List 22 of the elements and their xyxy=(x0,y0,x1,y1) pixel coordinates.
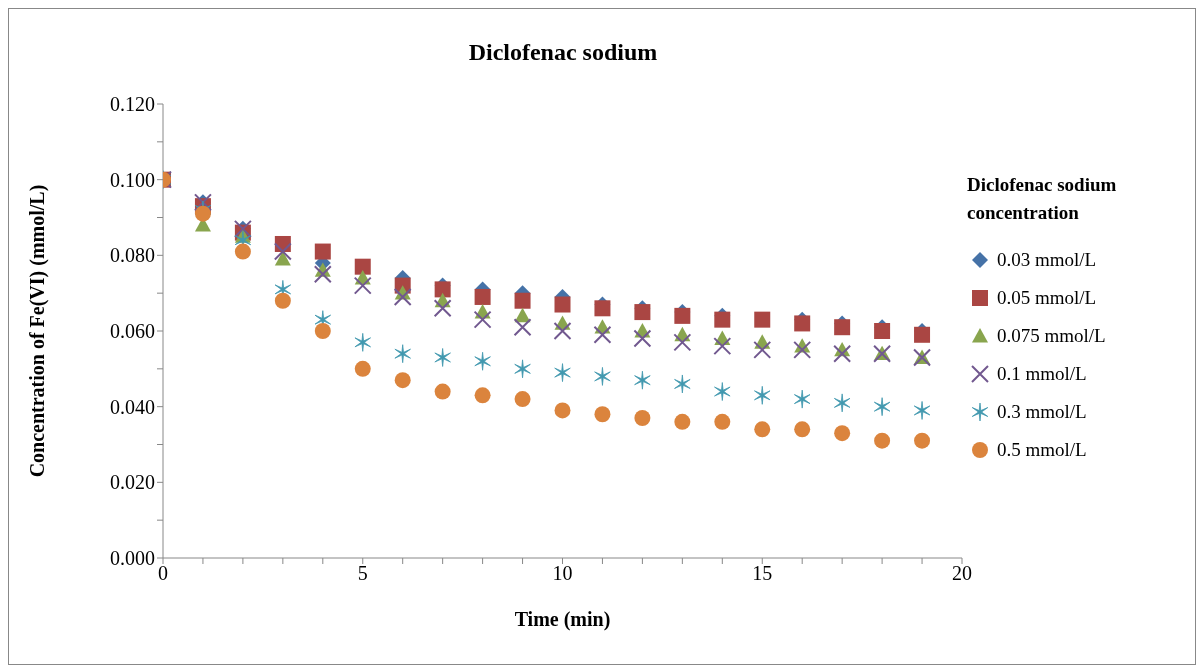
x-tick-label: 0 xyxy=(158,562,168,585)
legend-label: 0.03 mmol/L xyxy=(997,249,1097,271)
legend-label: 0.05 mmol/L xyxy=(997,287,1097,309)
y-tick-label: 0.020 xyxy=(110,471,155,494)
chart-title: Diclofenac sodium xyxy=(467,39,659,66)
legend-label: 0.075 mmol/L xyxy=(997,325,1106,347)
y-tick-label: 0.120 xyxy=(110,93,155,116)
x-axis-title: Time (min) xyxy=(514,608,611,631)
y-tick-label: 0.080 xyxy=(110,244,155,267)
y-tick-label: 0.040 xyxy=(110,395,155,418)
legend-label: 0.1 mmol/L xyxy=(997,363,1087,385)
x-tick-label: 15 xyxy=(752,562,773,585)
x-tick-label: 20 xyxy=(952,562,972,585)
legend-title: Diclofenac sodium concentration xyxy=(967,173,1118,225)
y-tick-label: 0.000 xyxy=(110,547,155,570)
x-tick-label: 10 xyxy=(552,562,573,585)
legend-label: 0.5 mmol/L xyxy=(997,439,1087,461)
y-tick-label: 0.100 xyxy=(110,168,155,191)
x-tick-label: 5 xyxy=(357,562,368,585)
y-tick-label: 0.060 xyxy=(110,320,155,343)
legend-label: 0.3 mmol/L xyxy=(997,401,1087,423)
y-axis-title: Concentration of Fe(VI) (mmol/L) xyxy=(26,184,50,478)
